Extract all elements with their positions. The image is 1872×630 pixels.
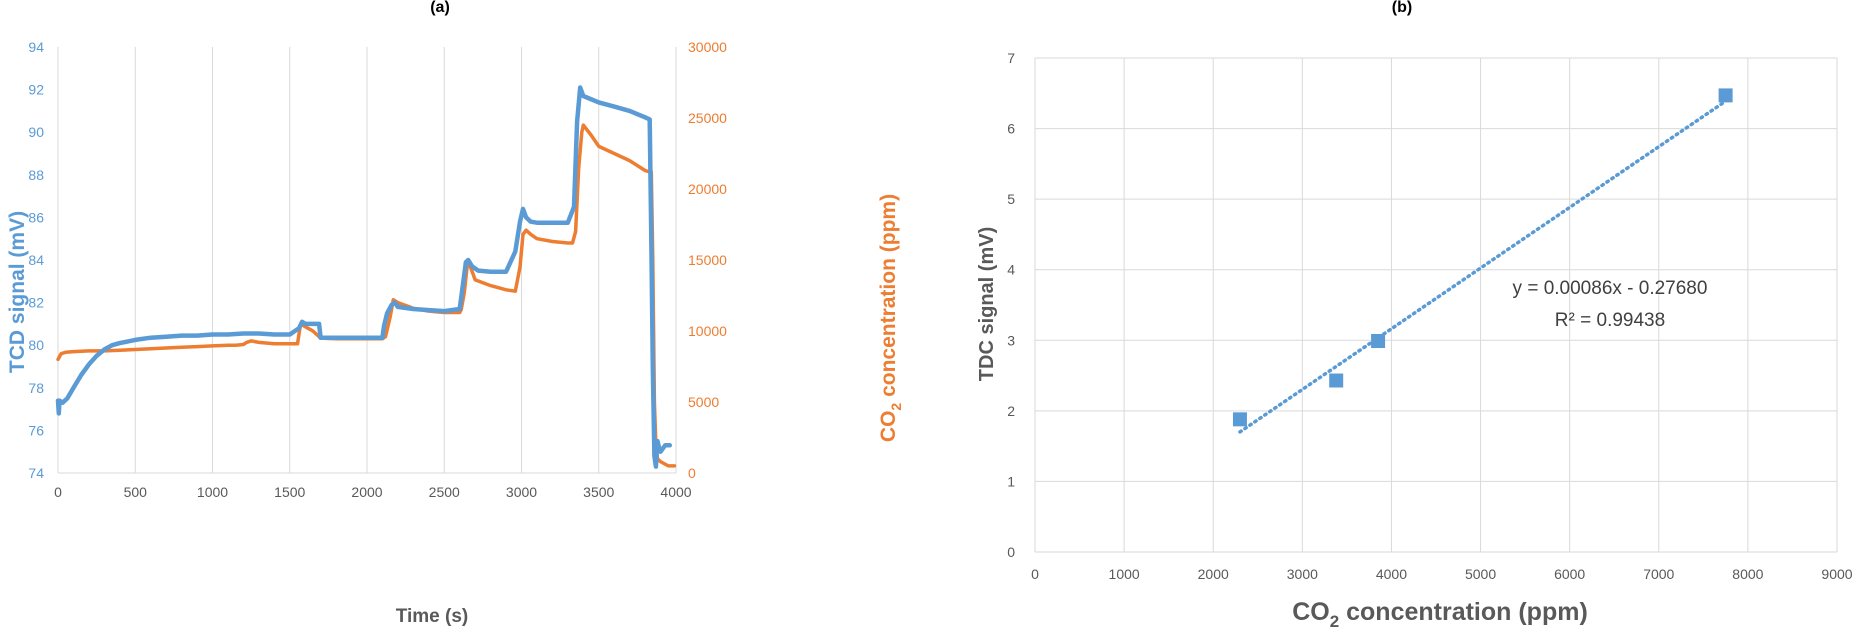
- chart-a-y-tick-label: 82: [28, 295, 44, 311]
- chart-a-y-tick-label: 78: [28, 380, 44, 396]
- chart-a-x-axis-title: Time (s): [396, 606, 469, 627]
- chart-a-x-tick-label: 2000: [351, 484, 382, 500]
- chart-b-x-tick-label: 9000: [1821, 566, 1852, 582]
- chart-a-x-tick-label: 0: [54, 484, 62, 500]
- chart-a-y2-tick-label: 20000: [688, 181, 727, 197]
- chart-b-ticks: 0 1000 2000 3000 4000 5000 6000 7000 8000 9000 0 1 2…: [1007, 50, 1853, 582]
- chart-b-x-tick-label: 5000: [1465, 566, 1496, 582]
- chart-a-series: [55, 85, 677, 469]
- chart-a-y-axis-title: TCD signal (mV): [6, 211, 29, 373]
- chart-b-data-point: [1718, 88, 1733, 103]
- panel-a-label: (a): [430, 0, 450, 16]
- chart-b-y-tick-label: 7: [1007, 50, 1015, 66]
- chart-b-data-point: [1329, 373, 1344, 388]
- chart-a-y-tick-label: 80: [28, 337, 44, 353]
- chart-a-y-tick-label: 76: [28, 422, 44, 438]
- chart-b-y-tick-label: 1: [1007, 473, 1015, 489]
- chart-b-x-tick-label: 6000: [1554, 566, 1585, 582]
- chart-a-x-tick-label: 3000: [506, 484, 537, 500]
- chart-b: (b) 0 1000 2000 3000 4000 5000 6000 7000 8000 900…: [976, 0, 1853, 630]
- chart-b-trendline: [1238, 99, 1728, 434]
- chart-a-series-tcd: [55, 85, 673, 469]
- chart-a-y2-tick-label: 5000: [688, 394, 719, 410]
- chart-b-x-tick-label: 7000: [1643, 566, 1674, 582]
- chart-a-y-tick-label: 86: [28, 209, 44, 225]
- chart-b-x-tick-label: 1000: [1109, 566, 1140, 582]
- chart-b-grid: [1034, 57, 1838, 553]
- chart-a-y-tick-label: 84: [28, 252, 44, 268]
- chart-a-x-tick-label: 1500: [274, 484, 305, 500]
- chart-a-y2-tick-label: 10000: [688, 323, 727, 339]
- chart-a-y2-axis-title: CO2 concentration (ppm): [877, 194, 904, 442]
- chart-b-x-tick-label: 8000: [1732, 566, 1763, 582]
- chart-a-y2-tick-label: 30000: [688, 39, 727, 55]
- chart-b-x-tick-label: 2000: [1198, 566, 1229, 582]
- chart-b-data-point: [1232, 412, 1247, 427]
- chart-b-x-tick-label: 4000: [1376, 566, 1407, 582]
- chart-b-y-tick-label: 3: [1007, 332, 1015, 348]
- trendline-equation: y = 0.00086x - 0.27680: [1513, 278, 1708, 299]
- chart-a-x-tick-label: 500: [124, 484, 148, 500]
- r-squared-label: R² = 0.99438: [1555, 310, 1665, 331]
- chart-a-y-tick-label: 92: [28, 82, 44, 98]
- chart-a-y-tick-label: 94: [28, 39, 44, 55]
- chart-b-y-tick-label: 2: [1007, 403, 1015, 419]
- chart-b-y-tick-label: 0: [1007, 544, 1015, 560]
- chart-b-y-axis-title: TDC signal (mV): [976, 227, 998, 381]
- chart-a-x-tick-label: 4000: [660, 484, 691, 500]
- chart-a: (a) 0 500 1000 1500 2000 2500 3000 3500 4000 74 76…: [6, 0, 904, 627]
- chart-a-x-tick-label: 3500: [583, 484, 614, 500]
- chart-a-y2-tick-label: 15000: [688, 252, 727, 268]
- chart-b-x-tick-label: 0: [1031, 566, 1039, 582]
- chart-a-y-tick-label: 90: [28, 124, 44, 140]
- chart-b-series: [1232, 88, 1733, 434]
- chart-b-x-axis-title: CO2 concentration (ppm): [1292, 598, 1588, 630]
- chart-a-grid: [57, 47, 677, 474]
- chart-a-y-tick-label: 74: [28, 465, 44, 481]
- chart-a-y-tick-label: 88: [28, 167, 44, 183]
- chart-a-series-co2: [56, 123, 677, 468]
- chart-a-x-tick-label: 2500: [429, 484, 460, 500]
- chart-a-y2-tick-label: 25000: [688, 110, 727, 126]
- chart-b-y-tick-label: 6: [1007, 121, 1015, 137]
- chart-b-y-tick-label: 5: [1007, 191, 1015, 207]
- chart-a-ticks: 0 500 1000 1500 2000 2500 3000 3500 4000 74 76 78 80…: [28, 39, 727, 500]
- chart-a-x-tick-label: 1000: [197, 484, 228, 500]
- chart-b-y-tick-label: 4: [1007, 262, 1015, 278]
- chart-a-y2-tick-label: 0: [688, 465, 696, 481]
- chart-b-data-point: [1371, 333, 1386, 348]
- chart-b-x-tick-label: 3000: [1287, 566, 1318, 582]
- panel-b-label: (b): [1392, 0, 1412, 16]
